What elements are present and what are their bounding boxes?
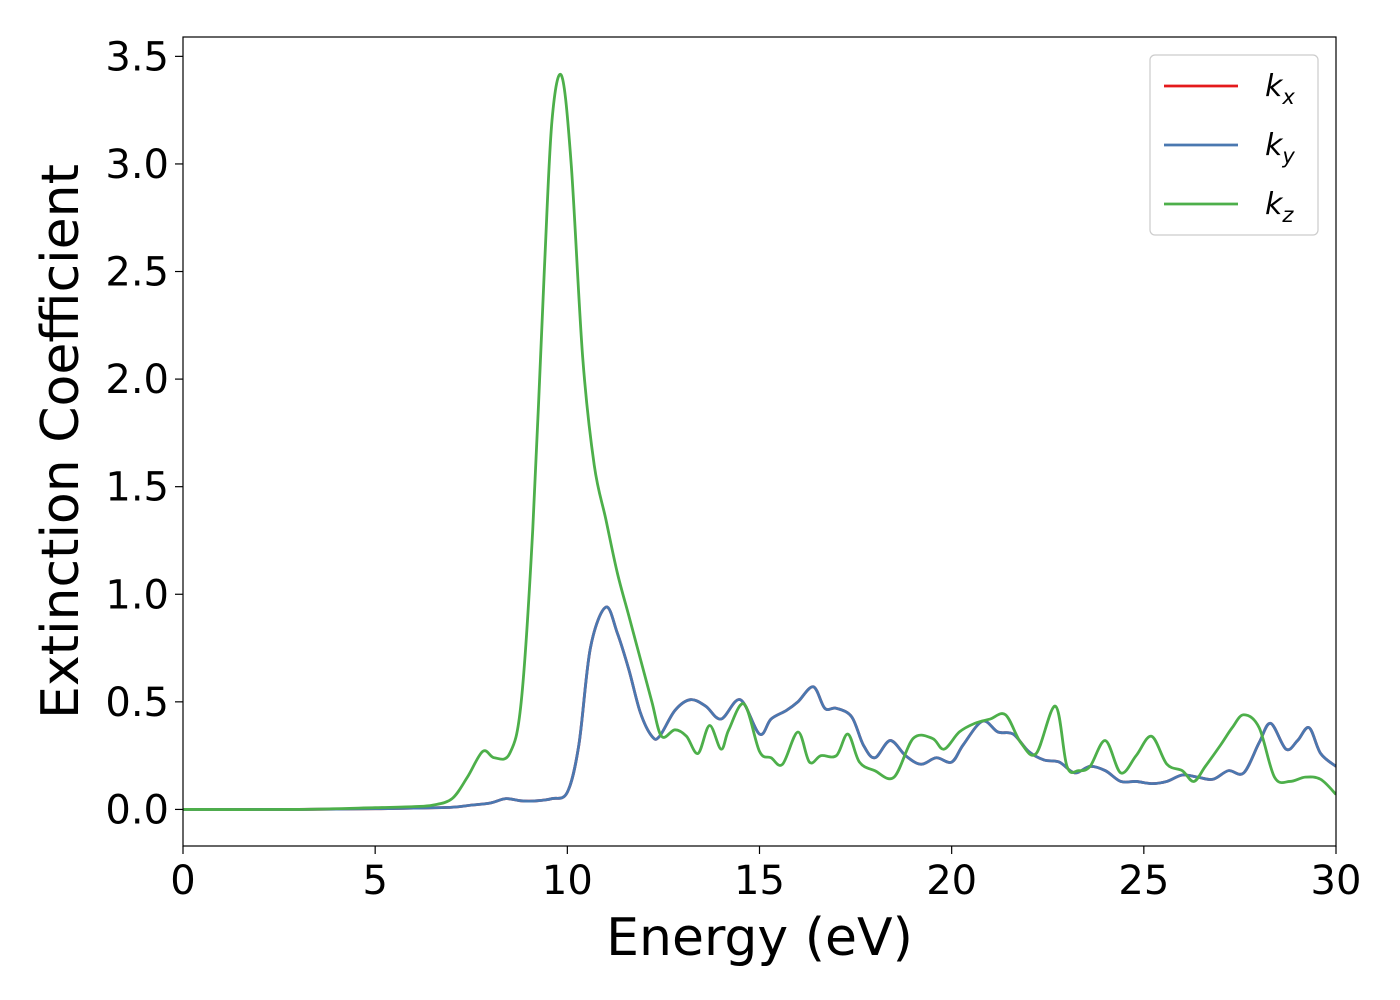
x-tick-label: 10 <box>542 858 593 904</box>
y-tick-label: 3.5 <box>105 34 169 80</box>
y-tick-label: 0.5 <box>105 680 169 726</box>
x-tick-label: 30 <box>1311 858 1362 904</box>
x-tick-label: 15 <box>734 858 785 904</box>
x-tick-label: 0 <box>170 858 195 904</box>
legend-label-ky: ky <box>1265 128 1295 168</box>
x-tick-label: 5 <box>362 858 387 904</box>
legend-label-kx: kx <box>1265 69 1295 109</box>
y-axis-label: Extinction Coefficient <box>31 164 91 719</box>
legend: kx ky kz <box>1149 54 1319 236</box>
x-axis-ticks: 0 5 10 15 20 25 30 <box>170 846 1361 904</box>
x-tick-label: 20 <box>926 858 977 904</box>
x-axis-label: Energy (eV) <box>606 908 913 968</box>
y-tick-label: 1.0 <box>105 572 169 618</box>
legend-label-kz: kz <box>1265 187 1294 227</box>
series-line-ky <box>183 605 1336 811</box>
y-tick-label: 0.0 <box>105 787 169 833</box>
series-line-kz <box>183 72 1336 811</box>
y-tick-label: 2.5 <box>105 250 169 296</box>
plot-lines <box>183 72 1336 811</box>
y-tick-label: 2.0 <box>105 357 169 403</box>
y-axis-ticks: 0.0 0.5 1.0 1.5 2.0 2.5 3.0 3.5 <box>105 34 183 833</box>
x-tick-label: 25 <box>1118 858 1169 904</box>
y-tick-label: 3.0 <box>105 142 169 188</box>
y-tick-label: 1.5 <box>105 465 169 511</box>
